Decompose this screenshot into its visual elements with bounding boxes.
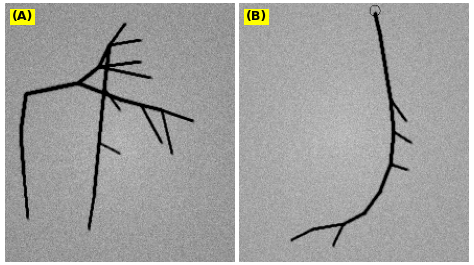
Text: (A): (A) bbox=[12, 10, 33, 23]
Text: (B): (B) bbox=[246, 10, 267, 23]
